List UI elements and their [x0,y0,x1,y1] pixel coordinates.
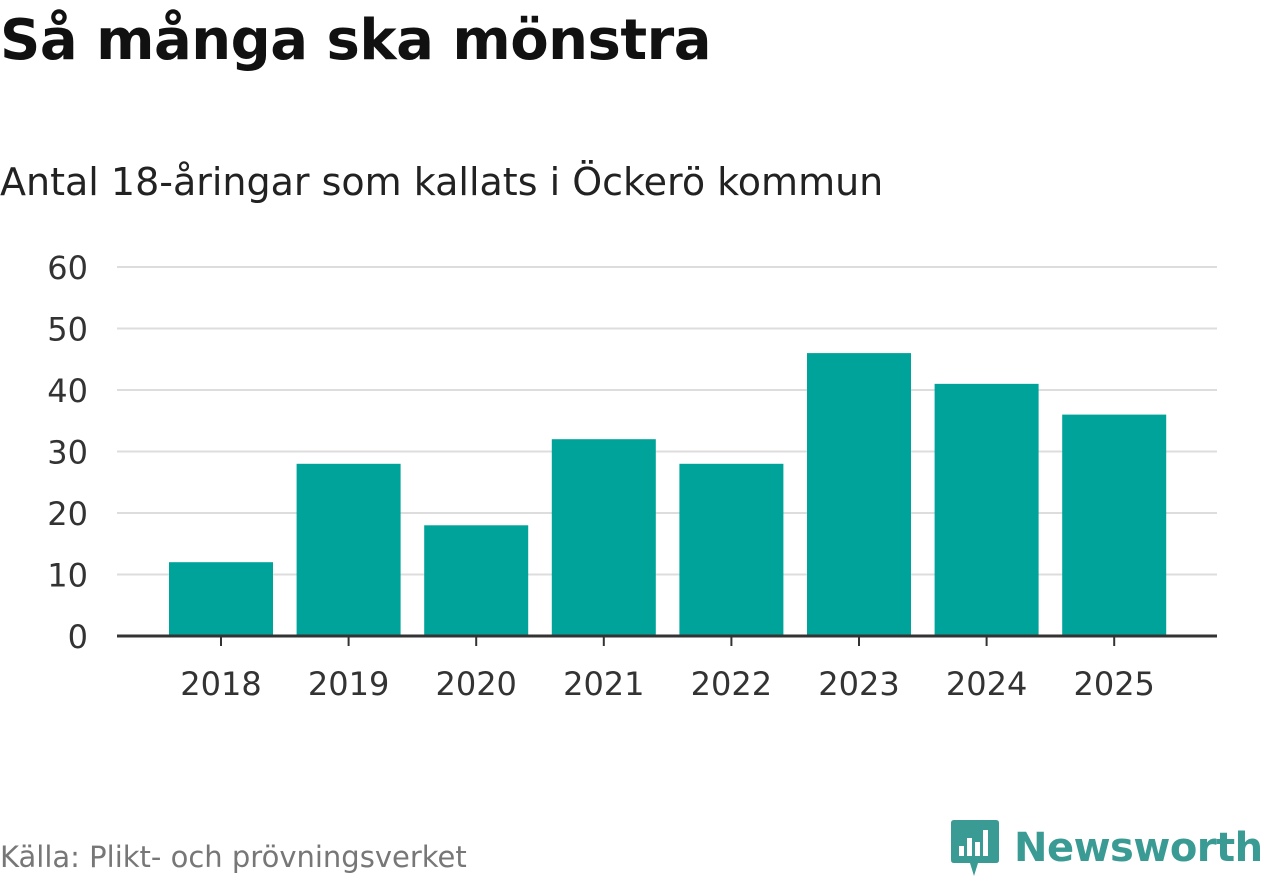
y-tick-label: 30 [47,434,88,472]
x-tick-label: 2023 [818,665,899,703]
y-tick-label: 50 [47,311,88,349]
y-tick-label: 10 [47,557,88,595]
x-tick-label: 2020 [435,665,516,703]
bar-chart: 0 10 20 30 40 50 60 2018 2019 2020 2021 2022 2023 202… [47,249,1217,703]
bar [807,353,911,636]
x-tick-label: 2018 [180,665,261,703]
y-tick-label: 60 [47,249,88,287]
bar [1062,414,1167,636]
x-tick-label: 2019 [308,665,389,703]
newsworthy-logo-icon [951,820,999,876]
x-tick-label: 2021 [563,665,644,703]
bar [169,562,273,636]
chart-subtitle: Antal 18-åringar som kallats i Öckerö ko… [0,160,884,204]
bar [551,439,656,636]
newsworthy-logo: Newsworthy [950,818,1262,878]
bar [679,463,784,636]
logo-bar-1 [959,846,964,856]
y-tick-label: 20 [47,495,88,533]
bar [296,463,401,636]
x-tick-label: 2022 [691,665,772,703]
chart-title: Så många ska mönstra [0,8,712,73]
bar [934,383,1039,636]
logo-bar-4 [983,830,988,856]
logo-bar-2 [967,838,972,856]
x-tick-label: 2025 [1073,665,1154,703]
y-tick-label: 40 [47,372,88,410]
brand-name: Newsworthy [1014,825,1262,871]
x-tick-label: 2024 [946,665,1027,703]
source-note: Källa: Plikt- och prövningsverket [0,840,467,874]
bar [424,525,529,636]
y-tick-label: 0 [68,618,88,656]
logo-bar-3 [975,842,980,856]
